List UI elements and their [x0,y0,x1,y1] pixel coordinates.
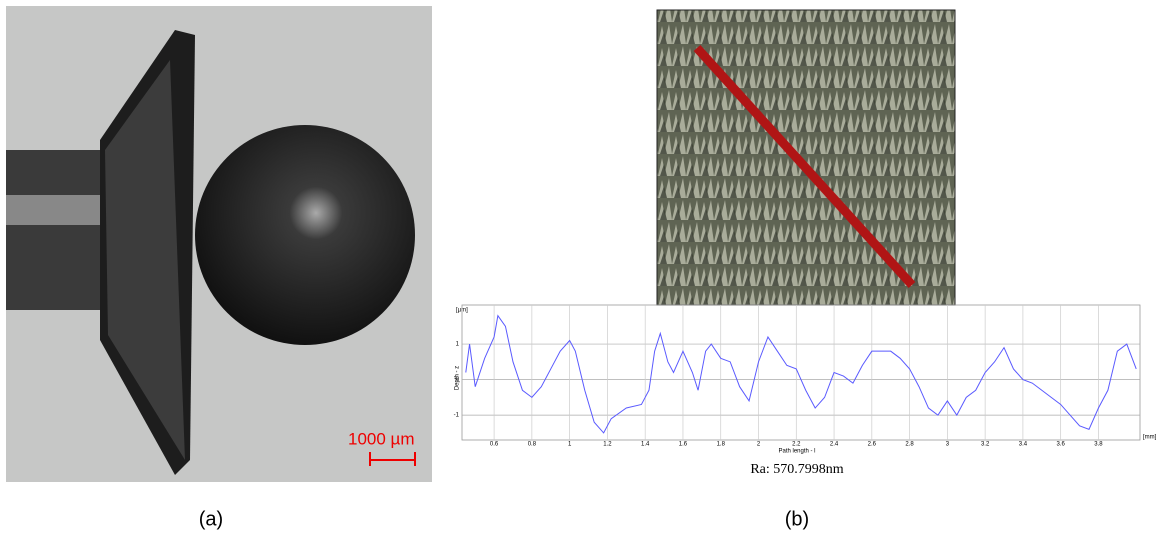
y-tick-label: -1 [454,413,460,419]
x-tick-label: 0.6 [490,442,499,448]
micrograph-b [657,10,955,305]
x-tick-label: 2.8 [905,442,914,448]
y-tick-label: 1 [456,342,460,348]
x-tick-label: 3.2 [981,442,990,448]
x-unit: [mm] [1143,435,1157,441]
x-axis-label: Path length - l [778,449,815,455]
x-tick-label: 3.6 [1057,442,1066,448]
x-tick-label: 1.2 [603,442,612,448]
caption: (b) [785,508,809,530]
x-tick-label: 2.4 [830,442,839,448]
x-tick-label: 0.8 [528,442,537,448]
photo-a: 1000 µm [6,6,432,482]
x-tick-label: 1 [568,442,572,448]
x-tick-label: 2 [757,442,761,448]
x-tick-label: 3 [946,442,950,448]
x-tick-label: 1.6 [679,442,688,448]
x-tick-label: 3.8 [1094,442,1103,448]
plot-area [462,305,1140,440]
x-tick-label: 2.2 [792,442,801,448]
x-tick-label: 3.4 [1019,442,1028,448]
figure: 1000 µm Ra: 570.7998nm (a) (b) [µm] Dept… [0,0,1158,540]
roughness: Ra: 570.7998nm [750,462,843,477]
scale-bar-label: 1000 µm [348,429,415,448]
x-tick-label: 1.8 [717,442,726,448]
x-tick-label: 2.6 [868,442,877,448]
x-tick-label: 1.4 [641,442,650,448]
caption: (a) [199,508,223,530]
